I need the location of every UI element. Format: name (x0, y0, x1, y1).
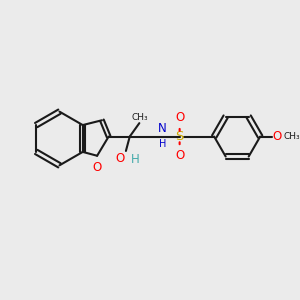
Text: O: O (116, 152, 125, 165)
Text: H: H (131, 153, 140, 166)
Text: H: H (159, 140, 166, 149)
Text: O: O (273, 130, 282, 143)
Text: O: O (92, 160, 102, 174)
Text: O: O (175, 149, 184, 162)
Text: CH₃: CH₃ (283, 132, 300, 141)
Text: N: N (158, 122, 167, 135)
Text: CH₃: CH₃ (131, 113, 148, 122)
Text: S: S (176, 130, 184, 143)
Text: O: O (175, 111, 184, 124)
